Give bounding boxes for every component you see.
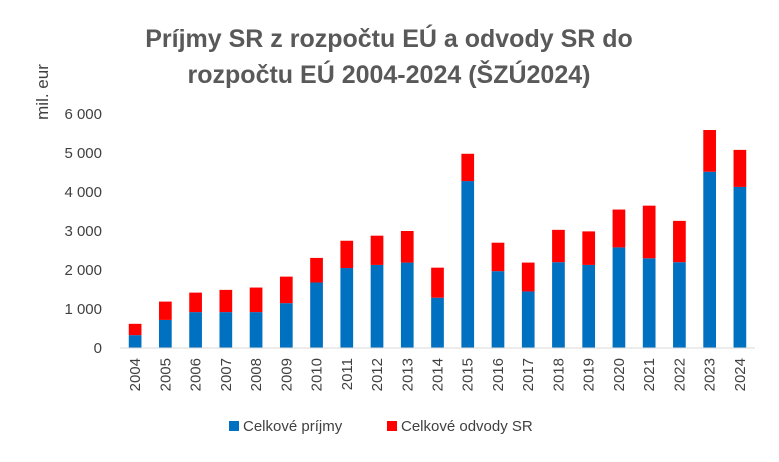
bar-prijmy-2020 [612, 247, 626, 348]
bar-odvody-2008 [249, 287, 263, 313]
x-tick-label: 2016 [490, 358, 507, 391]
bar-odvody-2016 [491, 242, 505, 272]
bar-odvody-2005 [159, 301, 172, 320]
y-tick-label: 0 [94, 340, 102, 357]
x-tick-label: 2005 [157, 358, 174, 391]
bar-odvody-2015 [461, 153, 475, 182]
y-tick-label: 6 000 [64, 106, 102, 123]
x-tick-label: 2004 [127, 358, 144, 391]
bar-prijmy-2007 [219, 312, 233, 348]
bar-prijmy-2019 [582, 264, 596, 348]
x-tick-label: 2020 [611, 358, 628, 391]
bar-prijmy-2022 [673, 262, 686, 348]
bar-odvody-2013 [400, 231, 414, 263]
bar-odvody-2009 [279, 276, 293, 304]
y-tick-label: 3 000 [64, 223, 102, 240]
x-tick-label: 2023 [702, 358, 719, 391]
bar-odvody-2023 [703, 129, 716, 172]
bar-prijmy-2010 [310, 282, 323, 348]
bar-odvody-2012 [370, 235, 384, 265]
x-tick-label: 2006 [188, 358, 205, 391]
bar-prijmy-2004 [128, 335, 142, 348]
y-tick-label: 1 000 [64, 301, 102, 318]
bar-odvody-2004 [128, 323, 142, 336]
bar-prijmy-2009 [279, 303, 293, 348]
x-axis-ticks: 2004 2005 2006 2007 2008 2009 2010 2011 2012 2013… [127, 358, 749, 391]
x-tick-label: 2018 [550, 358, 567, 391]
bar-odvody-2021 [642, 205, 656, 259]
bar-odvody-2017 [521, 262, 535, 292]
bar-odvody-2007 [219, 289, 233, 313]
x-tick-label: 2021 [641, 358, 658, 391]
x-tick-label: 2024 [732, 358, 749, 391]
legend: Celkové príjmy Celkové odvody SR [229, 418, 533, 435]
x-tick-label: 2019 [581, 358, 598, 391]
x-tick-label: 2012 [369, 358, 386, 391]
x-tick-label: 2007 [218, 358, 235, 391]
legend-label-prijmy: Celkové príjmy [243, 418, 343, 435]
bar-prijmy-2008 [249, 312, 263, 348]
x-tick-label: 2010 [309, 358, 326, 391]
bar-prijmy-2011 [340, 268, 354, 348]
y-tick-label: 4 000 [64, 184, 102, 201]
y-tick-label: 2 000 [64, 262, 102, 279]
chart-title-line-1: Príjmy SR z rozpočtu EÚ a odvody SR do [145, 23, 633, 53]
bar-prijmy-2005 [159, 319, 172, 348]
bar-prijmy-2016 [491, 271, 505, 348]
bar-odvody-2011 [340, 240, 354, 269]
bar-prijmy-2024 [733, 186, 747, 348]
x-tick-label: 2008 [248, 358, 265, 391]
bar-prijmy-2017 [521, 291, 535, 348]
bar-prijmy-2006 [189, 312, 202, 348]
bar-odvody-2006 [189, 292, 202, 313]
bar-odvody-2024 [733, 149, 747, 187]
bar-prijmy-2021 [642, 258, 656, 348]
x-tick-label: 2011 [339, 358, 356, 390]
bar-odvody-2019 [582, 231, 596, 265]
bar-prijmy-2014 [431, 297, 444, 348]
bar-odvody-2010 [310, 257, 323, 283]
x-tick-label: 2015 [460, 358, 477, 391]
legend-swatch-odvody [387, 421, 397, 431]
x-tick-label: 2009 [278, 358, 295, 391]
bar-prijmy-2015 [461, 181, 475, 348]
bar-odvody-2022 [673, 220, 686, 263]
x-tick-label: 2022 [671, 358, 688, 391]
y-axis-ticks: 0 1 000 2 000 3 000 4 000 5 000 6 000 [64, 106, 102, 357]
bar-prijmy-2013 [400, 262, 414, 348]
bar-prijmy-2012 [370, 264, 384, 348]
x-tick-label: 2013 [399, 358, 416, 391]
bar-odvody-2018 [552, 229, 565, 263]
y-tick-label: 5 000 [64, 145, 102, 162]
x-tick-label: 2017 [520, 358, 537, 391]
bar-odvody-2014 [431, 267, 444, 298]
bar-prijmy-2023 [703, 171, 716, 348]
x-tick-label: 2014 [430, 358, 447, 391]
legend-label-odvody: Celkové odvody SR [401, 418, 533, 435]
legend-swatch-prijmy [229, 421, 239, 431]
chart-title-line-2: rozpočtu EÚ 2004-2024 (ŠZÚ2024) [188, 59, 591, 89]
bar-odvody-2020 [612, 209, 626, 248]
y-axis-label: mil. eur [33, 64, 52, 120]
bars-group [128, 129, 747, 348]
bar-prijmy-2018 [552, 262, 565, 348]
